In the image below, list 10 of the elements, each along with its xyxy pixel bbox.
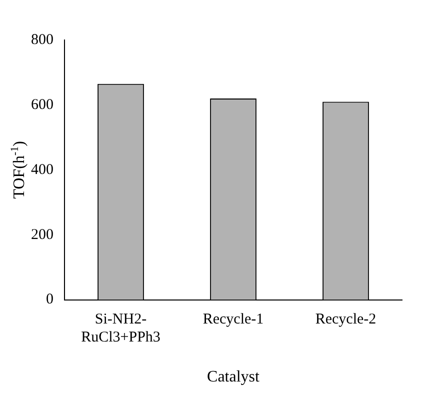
x-axis-title: Catalyst — [207, 368, 260, 386]
y-tick-label: 400 — [31, 162, 54, 178]
x-tick-label: Recycle-2 — [315, 312, 376, 328]
y-tick-label: 600 — [31, 96, 54, 113]
x-tick-label: Si-NH2-RuCl3+PPh3 — [81, 312, 160, 346]
y-axis-title: TOF(h-1) — [8, 141, 28, 199]
y-tick-label: 200 — [31, 226, 54, 243]
y-tick-label: 0 — [46, 292, 54, 308]
y-tick-label: 800 — [31, 32, 54, 48]
x-tick-label: Recycle-1 — [202, 312, 264, 328]
